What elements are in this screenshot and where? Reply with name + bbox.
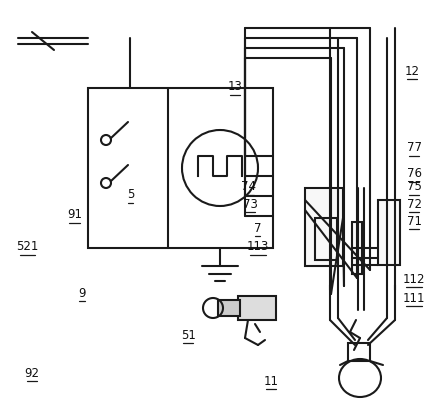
- Text: 91: 91: [67, 208, 82, 221]
- Bar: [88, 88, 273, 248]
- Bar: [348, 343, 370, 361]
- Text: 73: 73: [243, 198, 258, 211]
- Text: 76: 76: [407, 167, 422, 180]
- Bar: [315, 218, 337, 260]
- Text: 12: 12: [404, 65, 420, 77]
- Text: 71: 71: [407, 215, 422, 228]
- Text: 521: 521: [16, 240, 39, 253]
- Bar: [378, 200, 400, 265]
- Bar: [305, 188, 343, 266]
- Text: 5: 5: [127, 188, 134, 201]
- Text: 51: 51: [181, 329, 196, 342]
- Text: 9: 9: [78, 287, 85, 300]
- Text: 7: 7: [254, 222, 261, 235]
- Bar: [352, 222, 362, 274]
- Bar: [218, 300, 240, 316]
- Text: 113: 113: [247, 240, 269, 253]
- Text: 74: 74: [241, 180, 256, 193]
- Text: 92: 92: [24, 367, 39, 379]
- Text: 77: 77: [407, 141, 422, 154]
- Text: 13: 13: [227, 81, 242, 93]
- Text: 11: 11: [264, 375, 279, 388]
- Text: 112: 112: [403, 273, 425, 286]
- Text: 111: 111: [403, 292, 425, 305]
- Text: 75: 75: [407, 180, 422, 193]
- Bar: [238, 296, 276, 320]
- Text: 72: 72: [407, 198, 422, 211]
